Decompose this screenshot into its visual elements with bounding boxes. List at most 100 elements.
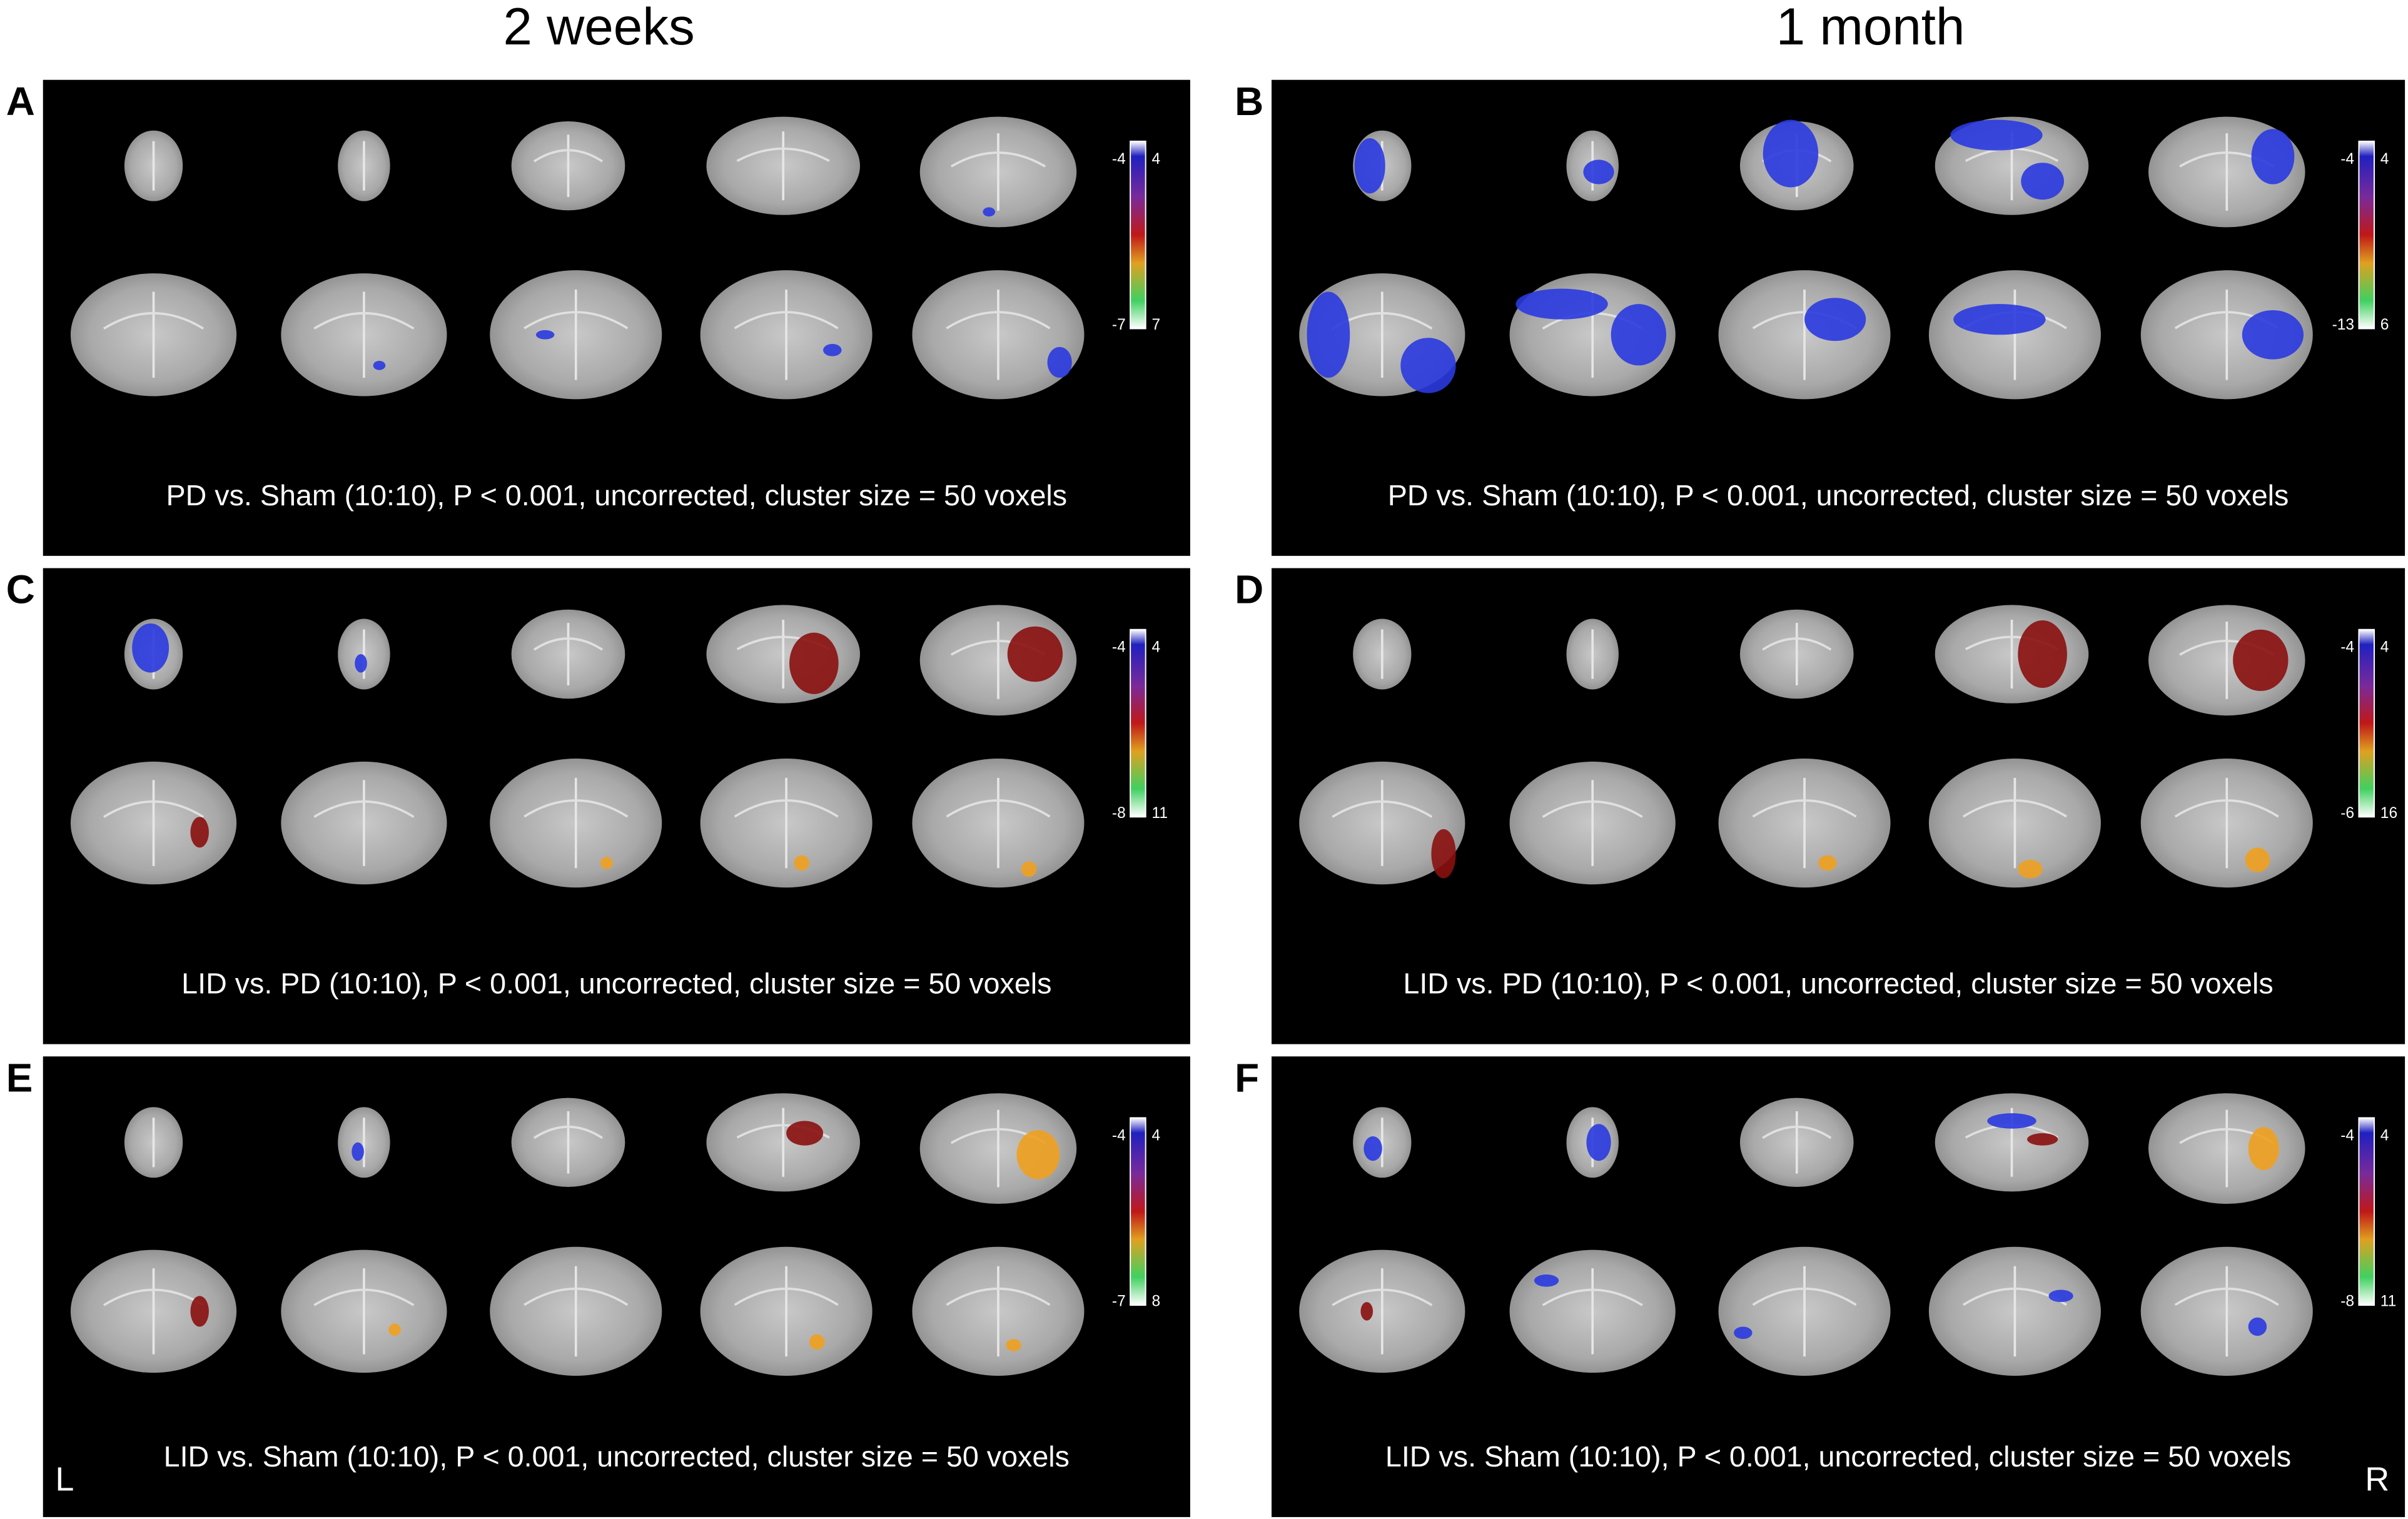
brain-ventricle xyxy=(946,1287,1051,1306)
activation-blob xyxy=(1431,829,1456,879)
activation-blob xyxy=(1583,159,1614,184)
activation-blob xyxy=(190,1296,209,1327)
brain-ventricle xyxy=(1332,1288,1433,1306)
colorbar-label: 4 xyxy=(1152,1127,1161,1144)
activation-blob xyxy=(1354,138,1385,194)
activation-blob xyxy=(1360,1302,1373,1321)
brain-ventricle xyxy=(1752,1287,1857,1306)
activation-blob xyxy=(1734,1326,1753,1340)
activation-blob xyxy=(1534,1274,1559,1287)
brain-ventricle xyxy=(1752,799,1857,818)
colorbar xyxy=(1130,1117,1146,1306)
colorbar xyxy=(2358,140,2375,330)
brain-ventricle xyxy=(313,800,415,818)
brain-ventricle xyxy=(946,311,1051,330)
panel-caption: LID vs. PD (10:10), P < 0.001, uncorrect… xyxy=(181,967,1051,1000)
activation-blob xyxy=(1987,1113,2036,1129)
colorbar-label: -4 xyxy=(2340,151,2354,168)
activation-blob xyxy=(373,361,386,370)
brain-ventricle xyxy=(734,311,839,330)
panel: -4 -13 4 6 PD vs. Sham (10:10), P < 0.001, u… xyxy=(1272,79,2405,556)
brain-ventricle xyxy=(524,1287,629,1306)
colorbar-label: 8 xyxy=(1152,1293,1161,1310)
panel-letter: F xyxy=(1235,1055,1259,1100)
activation-blob xyxy=(823,344,842,356)
activation-blob xyxy=(2242,310,2304,360)
panel-letter: D xyxy=(1235,567,1263,612)
brain-ventricle xyxy=(1542,1288,1643,1306)
brain-ventricle xyxy=(2174,799,2279,818)
colorbar-label: -8 xyxy=(1112,805,1126,822)
colorbar xyxy=(1130,140,1146,330)
panel-caption: LID vs. Sham (10:10), P < 0.001, uncorre… xyxy=(1385,1440,2291,1473)
activation-blob xyxy=(1953,304,2046,335)
colorbar-label: -7 xyxy=(1112,316,1126,333)
activation-blob xyxy=(2021,163,2064,200)
brain-ventricle xyxy=(1962,799,2067,818)
panel-caption: LID vs. PD (10:10), P < 0.001, uncorrect… xyxy=(1403,967,2273,1000)
colorbar xyxy=(1130,628,1146,818)
activation-blob xyxy=(1400,338,1456,393)
panel-caption: PD vs. Sham (10:10), P < 0.001, uncorrec… xyxy=(1388,479,2289,512)
panel-letter: A xyxy=(6,79,35,124)
activation-blob xyxy=(1307,291,1350,378)
brain-ventricle xyxy=(736,147,830,162)
brain-ventricle xyxy=(734,1287,839,1306)
activation-blob xyxy=(1950,119,2043,151)
colorbar-label: 4 xyxy=(2380,1127,2389,1144)
colorbar-label: -4 xyxy=(2340,1127,2354,1144)
panel: -4 -6 4 16 LID vs. PD (10:10), P < 0.001, un… xyxy=(1272,568,2405,1044)
colorbar-label: 4 xyxy=(2380,151,2389,168)
activation-blob xyxy=(1515,288,1608,320)
activation-blob xyxy=(352,1142,364,1161)
column-header: 2 weeks xyxy=(503,0,694,56)
activation-blob xyxy=(2018,620,2067,689)
brain-ventricle xyxy=(313,312,415,330)
activation-blob xyxy=(2248,1127,2279,1171)
colorbar-label: -7 xyxy=(1112,1293,1126,1310)
colorbar-label: -4 xyxy=(1112,151,1126,168)
column-header: 1 month xyxy=(1776,0,1965,56)
orientation-label: L xyxy=(55,1461,74,1498)
activation-blob xyxy=(355,654,367,673)
activation-blob xyxy=(2233,629,2289,691)
brain-ventricle xyxy=(103,1288,205,1306)
brain-ventricle xyxy=(950,151,1046,168)
activation-blob xyxy=(388,1323,401,1336)
activation-blob xyxy=(1804,298,1866,341)
brain-ventricle xyxy=(533,149,603,163)
colorbar-label: -4 xyxy=(1112,639,1126,656)
colorbar-label: -13 xyxy=(2332,316,2354,333)
brain-ventricle xyxy=(103,800,205,818)
brain-ventricle xyxy=(1542,800,1643,818)
activation-blob xyxy=(2048,1289,2073,1303)
panel-letter: C xyxy=(6,567,35,612)
brain-ventricle xyxy=(734,799,839,818)
activation-blob xyxy=(2251,129,2295,184)
brain-ventricle xyxy=(1762,637,1832,651)
activation-blob xyxy=(2245,847,2270,872)
activation-blob xyxy=(794,855,809,871)
panel: -4 -8 4 11 LID vs. Sham (10:10), P < 0.001, … xyxy=(1272,1056,2405,1517)
brain-ventricle xyxy=(533,1126,603,1139)
activation-blob xyxy=(1818,855,1837,871)
colorbar xyxy=(2358,628,2375,818)
colorbar-label: -8 xyxy=(2340,1293,2354,1310)
panel: -4 -8 4 11 LID vs. PD (10:10), P < 0.001, un… xyxy=(43,568,1190,1044)
brain-ventricle xyxy=(524,311,629,330)
colorbar-label: -4 xyxy=(2340,639,2354,656)
brain-ventricle xyxy=(313,1288,415,1306)
panel-letter: B xyxy=(1235,79,1263,124)
activation-blob xyxy=(1016,1130,1060,1179)
brain-ventricle xyxy=(533,637,603,651)
brain-ventricle xyxy=(2174,1287,2279,1306)
activation-blob xyxy=(1586,1124,1611,1161)
activation-blob xyxy=(1007,626,1063,682)
activation-blob xyxy=(1006,1339,1021,1351)
colorbar-label: 4 xyxy=(1152,151,1161,168)
colorbar-label: 16 xyxy=(2380,805,2397,822)
activation-blob xyxy=(1021,861,1037,877)
brain-ventricle xyxy=(1762,1126,1832,1139)
activation-blob xyxy=(1763,119,1819,188)
